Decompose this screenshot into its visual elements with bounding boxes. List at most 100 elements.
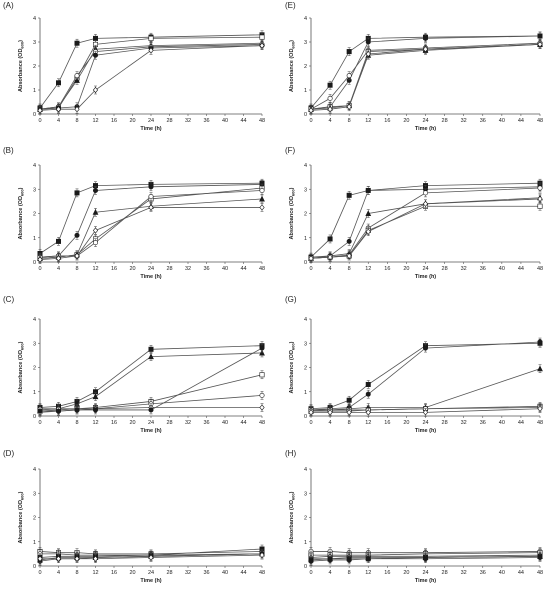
x-tick-label: 40 bbox=[222, 420, 228, 426]
x-tick-label: 20 bbox=[129, 570, 135, 576]
x-tick-label: 24 bbox=[148, 118, 154, 124]
series-6 bbox=[308, 40, 543, 115]
x-tick-label: 48 bbox=[259, 570, 265, 576]
x-tick-label: 12 bbox=[365, 570, 371, 576]
x-tick-label: 32 bbox=[185, 420, 191, 426]
series-6 bbox=[308, 404, 543, 417]
data-point bbox=[346, 252, 352, 260]
x-tick-label: 36 bbox=[203, 420, 209, 426]
data-point bbox=[37, 555, 43, 562]
series-6 bbox=[308, 553, 543, 566]
x-tick-label: 40 bbox=[499, 570, 505, 576]
series-line bbox=[40, 347, 263, 412]
data-point bbox=[346, 103, 352, 110]
data-point bbox=[422, 190, 428, 196]
data-point bbox=[259, 42, 265, 49]
x-axis-title: Time (h) bbox=[140, 274, 161, 280]
x-tick-label: 48 bbox=[537, 118, 543, 124]
panel-letter: (B) bbox=[3, 146, 14, 155]
x-tick-label: 0 bbox=[38, 570, 41, 576]
y-tick-label: 1 bbox=[33, 88, 36, 94]
data-point bbox=[308, 409, 314, 416]
x-tick-label: 24 bbox=[148, 570, 154, 576]
data-point bbox=[365, 228, 371, 235]
x-tick-label: 8 bbox=[348, 420, 351, 426]
y-tick-label: 3 bbox=[304, 40, 307, 46]
data-point bbox=[55, 408, 61, 414]
x-tick-label: 4 bbox=[57, 420, 60, 426]
data-point bbox=[92, 209, 99, 215]
x-tick-label: 0 bbox=[309, 118, 312, 124]
x-tick-label: 44 bbox=[518, 266, 524, 272]
x-tick-label: 28 bbox=[442, 420, 448, 426]
x-tick-label: 4 bbox=[329, 420, 332, 426]
y-tick-label: 1 bbox=[304, 390, 307, 396]
x-tick-label: 20 bbox=[403, 420, 409, 426]
x-tick-label: 20 bbox=[129, 420, 135, 426]
y-tick-label: 4 bbox=[33, 317, 36, 323]
x-tick-label: 28 bbox=[442, 266, 448, 272]
x-tick-label: 40 bbox=[222, 570, 228, 576]
data-point bbox=[259, 404, 265, 411]
x-tick-label: 4 bbox=[57, 118, 60, 124]
data-point bbox=[346, 192, 352, 198]
x-tick-label: 44 bbox=[240, 570, 246, 576]
y-axis-title: Absorbance (OD600) bbox=[18, 491, 25, 543]
x-tick-label: 8 bbox=[75, 570, 78, 576]
data-point bbox=[537, 41, 543, 48]
x-tick-label: 4 bbox=[329, 118, 332, 124]
x-tick-label: 20 bbox=[403, 570, 409, 576]
x-tick-label: 24 bbox=[422, 118, 428, 124]
y-tick-label: 3 bbox=[33, 40, 36, 46]
x-tick-label: 0 bbox=[38, 266, 41, 272]
x-tick-label: 28 bbox=[166, 118, 172, 124]
data-point bbox=[259, 372, 265, 378]
panel-letter: (H) bbox=[285, 449, 296, 458]
series-line bbox=[39, 553, 263, 562]
data-point bbox=[37, 408, 43, 414]
y-tick-label: 0 bbox=[33, 414, 36, 420]
series-3 bbox=[308, 183, 543, 263]
series-line bbox=[310, 42, 541, 110]
x-tick-label: 32 bbox=[461, 118, 467, 124]
series-line bbox=[311, 408, 541, 413]
data-point bbox=[537, 203, 543, 209]
x-tick-label: 8 bbox=[75, 420, 78, 426]
y-axis-title: Absorbance (OD600) bbox=[18, 187, 25, 239]
y-axis-title: Absorbance (OD600) bbox=[289, 341, 296, 393]
x-tick-label: 28 bbox=[166, 570, 172, 576]
x-tick-label: 32 bbox=[185, 266, 191, 272]
data-point bbox=[74, 77, 80, 83]
data-point bbox=[346, 73, 352, 79]
y-tick-label: 2 bbox=[304, 212, 307, 218]
x-tick-label: 32 bbox=[185, 570, 191, 576]
data-point bbox=[537, 33, 543, 39]
x-tick-label: 12 bbox=[92, 570, 98, 576]
x-tick-label: 32 bbox=[461, 420, 467, 426]
series-line bbox=[39, 207, 262, 260]
panel-letter: (A) bbox=[3, 1, 14, 10]
data-point bbox=[92, 86, 99, 94]
y-tick-label: 0 bbox=[33, 564, 36, 570]
data-point bbox=[74, 73, 80, 79]
data-point bbox=[327, 409, 333, 416]
series-line bbox=[39, 45, 263, 111]
x-tick-label: 16 bbox=[111, 266, 117, 272]
data-point bbox=[93, 35, 99, 41]
x-tick-label: 16 bbox=[384, 420, 390, 426]
data-point bbox=[148, 554, 154, 561]
data-point bbox=[259, 345, 265, 351]
data-point bbox=[537, 365, 543, 372]
series-line bbox=[310, 186, 541, 258]
x-tick-label: 12 bbox=[365, 266, 371, 272]
data-point bbox=[537, 555, 543, 561]
x-tick-label: 40 bbox=[499, 420, 505, 426]
data-point bbox=[74, 555, 80, 562]
series-6 bbox=[37, 550, 265, 563]
data-point bbox=[327, 236, 333, 242]
x-axis-title: Time (h) bbox=[140, 428, 161, 434]
x-tick-label: 44 bbox=[518, 118, 524, 124]
